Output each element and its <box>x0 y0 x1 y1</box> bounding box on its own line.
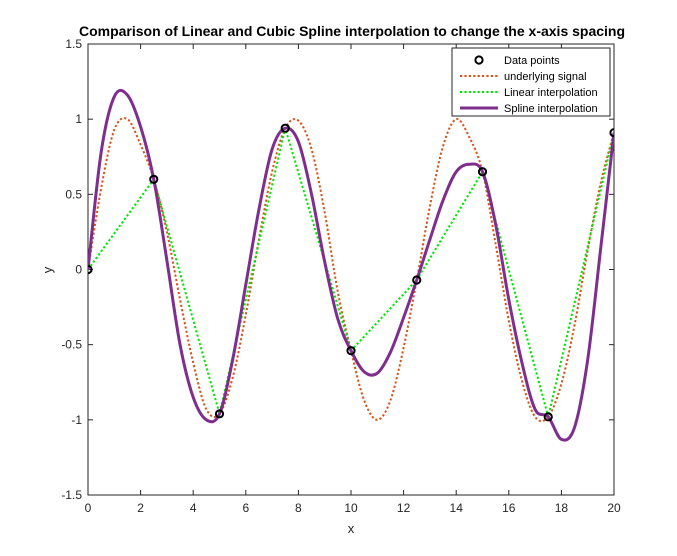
axis-ticks: 0 2 4 6 8 10 12 14 16 18 20 -1.5 -1 -0.5 0 0.5 1 1.5 <box>61 37 621 515</box>
legend-label: Spline interpolation <box>504 103 598 115</box>
x-tick-label: 14 <box>450 501 464 515</box>
x-tick-label: 2 <box>137 501 144 515</box>
x-tick-label: 10 <box>344 501 358 515</box>
legend-box <box>451 47 611 117</box>
x-tick-label: 18 <box>555 501 569 515</box>
data-point-marker <box>280 123 290 133</box>
y-axis-label: y <box>40 266 55 273</box>
x-tick-label: 8 <box>295 501 302 515</box>
data-point-marker <box>477 167 488 177</box>
plot-area <box>87 43 615 496</box>
data-point-marker <box>346 346 356 356</box>
data-point-marker <box>609 128 614 138</box>
data-point-marker <box>88 264 93 275</box>
y-tick-label: 1.5 <box>65 37 82 51</box>
legend-label: underlying signal <box>504 71 587 83</box>
chart-title: Comparison of Linear and Cubic Spline in… <box>79 23 625 39</box>
y-tick-label: -1.5 <box>61 488 82 502</box>
x-tick-label: 12 <box>397 501 411 515</box>
series-layer <box>88 88 614 442</box>
x-tick-label: 6 <box>242 501 249 515</box>
y-tick-label: 1 <box>75 112 82 126</box>
y-tick-label: -1 <box>71 413 82 427</box>
spline-interpolation-line <box>88 88 614 442</box>
x-tick-label: 0 <box>85 501 92 515</box>
data-point-marker <box>214 409 225 419</box>
data-point-marker <box>149 174 159 184</box>
x-axis-label: x <box>348 521 355 536</box>
x-tick-label: 4 <box>190 501 197 515</box>
data-point-marker <box>543 412 553 422</box>
legend-label: Data points <box>504 55 560 67</box>
x-tick-label: 16 <box>502 501 516 515</box>
y-tick-label: 0.5 <box>65 187 82 201</box>
data-point-marker <box>412 275 422 285</box>
legend-label: Linear interpolation <box>504 87 598 99</box>
x-tick-label: 20 <box>607 501 621 515</box>
y-tick-label: -0.5 <box>61 338 82 352</box>
legend-swatch <box>474 55 484 65</box>
y-tick-label: 0 <box>75 263 82 277</box>
legend: Data points underlying signal Linear inter… <box>451 47 611 117</box>
